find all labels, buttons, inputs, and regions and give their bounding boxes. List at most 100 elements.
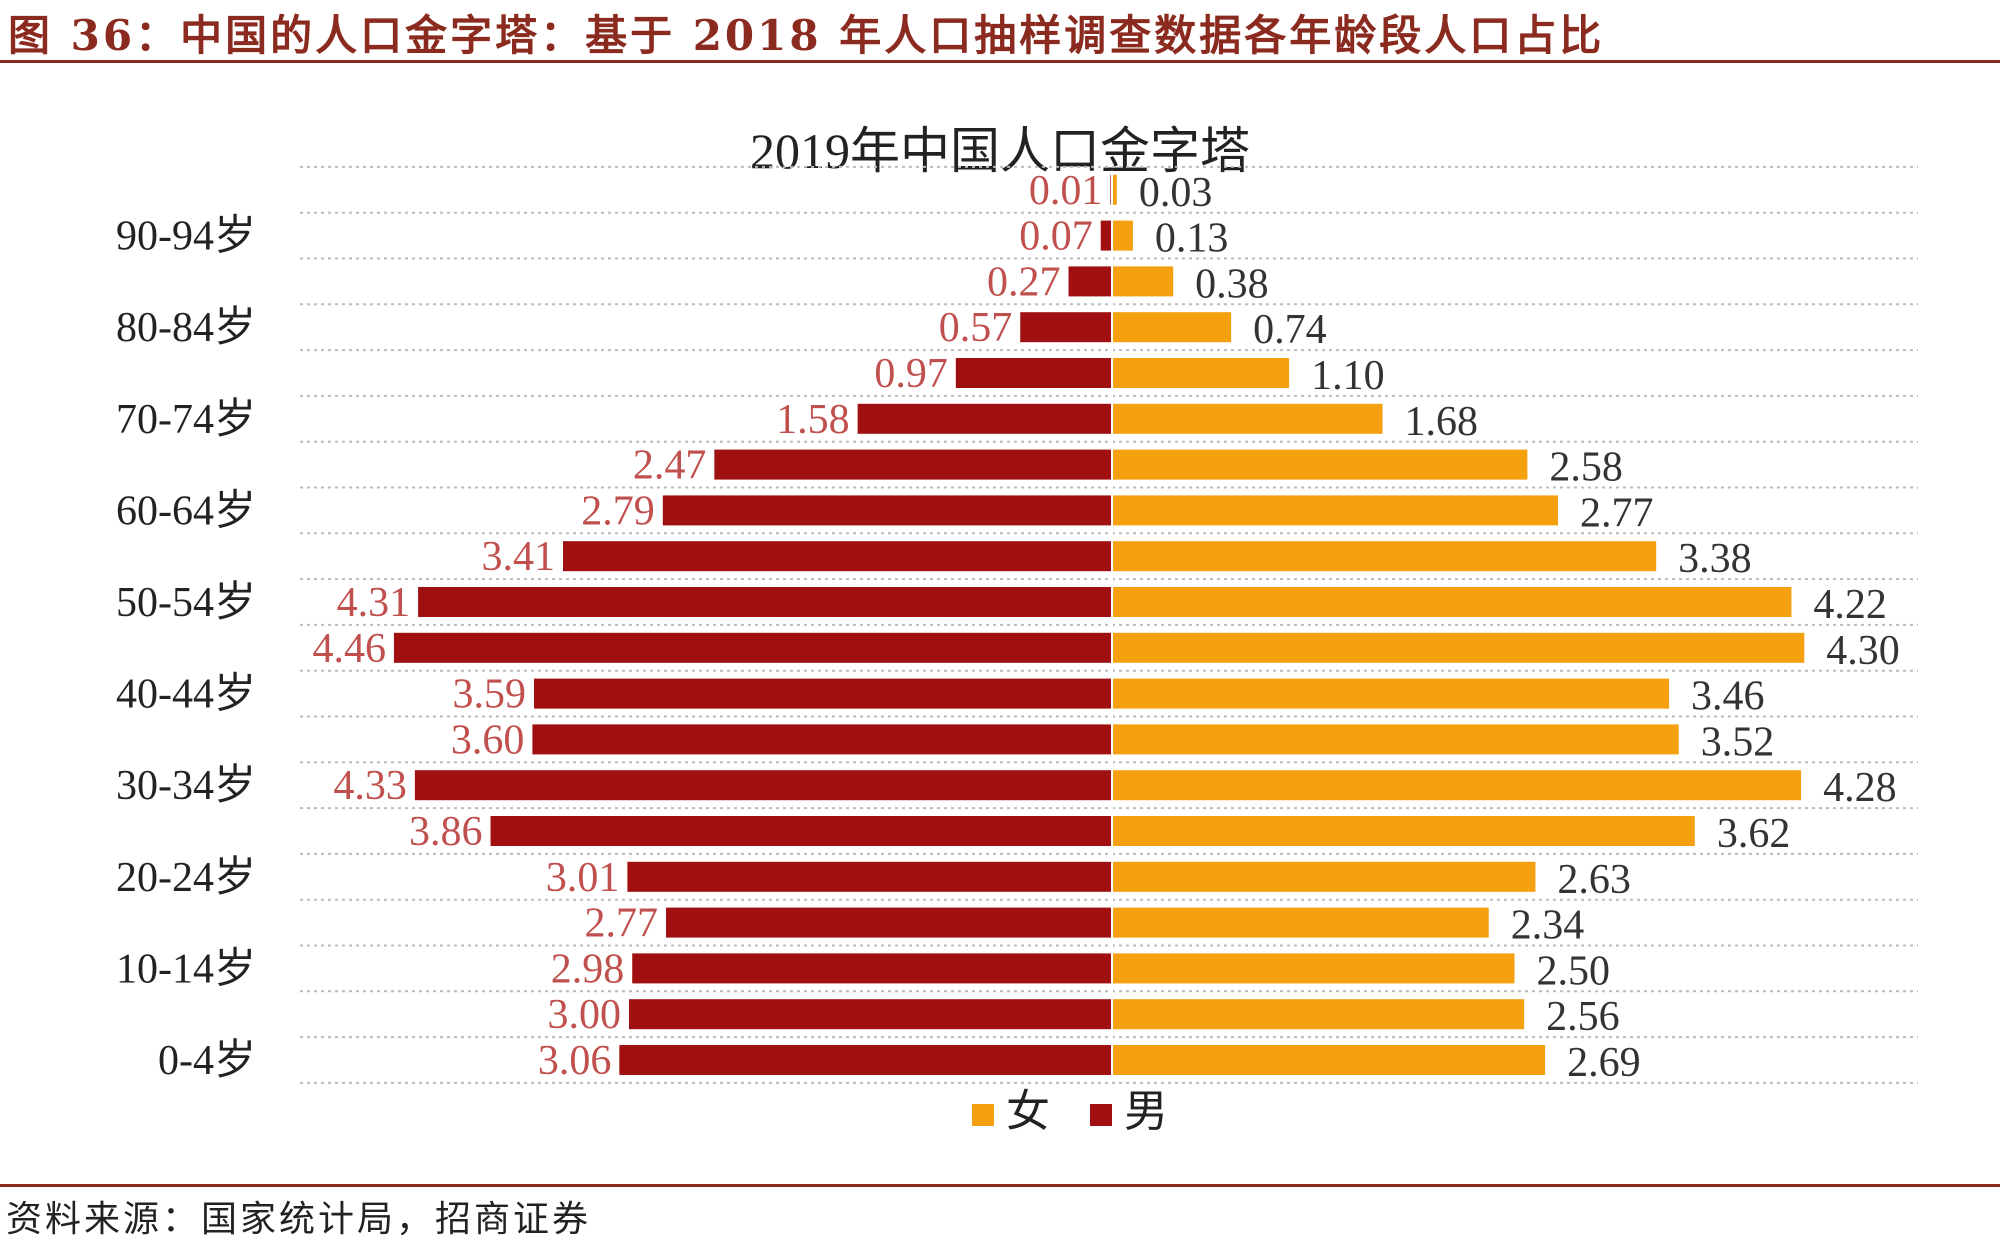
bar-female (1112, 678, 1670, 709)
gridlines (300, 165, 1918, 1084)
label-male: 0.07 (1019, 214, 1093, 260)
header-rule (0, 60, 2000, 63)
label-male: 0.97 (874, 351, 948, 397)
bar-female (1112, 174, 1117, 205)
bar-male (714, 449, 1112, 480)
y-tick-label: 60-64岁 (116, 487, 256, 534)
bar-male (418, 587, 1113, 617)
bar-male (955, 358, 1112, 388)
bar-male (1068, 266, 1112, 297)
bar-male (534, 678, 1112, 709)
bar-male (1020, 312, 1112, 343)
label-male: 0.01 (1029, 168, 1103, 214)
label-male: 1.58 (776, 397, 850, 443)
label-male: 4.31 (337, 580, 411, 626)
y-tick-label: 40-44岁 (116, 671, 256, 718)
bar-female (1112, 861, 1536, 892)
bar-female (1112, 724, 1679, 755)
label-male: 4.33 (333, 763, 407, 809)
bars (393, 174, 1805, 1075)
bar-female (1112, 1045, 1546, 1075)
bar-female (1112, 816, 1695, 846)
bar-male (619, 1045, 1112, 1075)
y-tick-label: 70-74岁 (116, 396, 256, 443)
y-tick-label: 0-4岁 (158, 1037, 256, 1084)
bar-male (414, 770, 1112, 801)
figure-title: 图 36：中国的人口金字塔：基于 2018 年人口抽样调查数据各年龄段人口占比 (8, 11, 1605, 60)
label-female: 2.56 (1546, 994, 1620, 1040)
bar-male (562, 541, 1112, 572)
label-female: 1.68 (1404, 399, 1478, 445)
label-female: 0.13 (1155, 216, 1229, 262)
chart-title: 2019年中国人口金字塔 (750, 123, 1250, 179)
label-male: 3.06 (538, 1038, 612, 1084)
label-female: 0.38 (1195, 261, 1269, 307)
y-tick-label: 90-94岁 (116, 213, 256, 260)
label-male: 2.98 (551, 946, 625, 992)
bar-female (1112, 312, 1232, 343)
bar-male (1100, 220, 1112, 251)
bar-male (629, 999, 1112, 1030)
y-tick-label: 50-54岁 (116, 579, 256, 626)
legend: 女男 (972, 1087, 1168, 1136)
label-female: 0.74 (1253, 307, 1327, 353)
y-tick-label: 80-84岁 (116, 304, 256, 351)
bar-female (1112, 449, 1528, 480)
value-labels: 3.06 2.69 3.00 2.56 2.98 2.50 2.77 2.34 3.01 2.63… (312, 168, 1899, 1086)
bar-female (1112, 495, 1558, 526)
bar-male (627, 861, 1112, 892)
label-female: 2.58 (1549, 445, 1623, 491)
bar-female (1112, 541, 1657, 572)
bar-male (393, 632, 1112, 663)
label-female: 4.22 (1813, 582, 1887, 628)
bar-male (662, 495, 1112, 526)
bar-female (1112, 266, 1174, 297)
label-male: 3.00 (548, 992, 622, 1038)
bar-female (1112, 220, 1133, 251)
bar-female (1112, 953, 1515, 984)
bar-female (1112, 770, 1802, 801)
label-female: 3.52 (1701, 719, 1775, 765)
label-female: 2.69 (1567, 1040, 1641, 1086)
bar-female (1112, 587, 1792, 617)
label-male: 3.59 (453, 672, 527, 718)
label-male: 0.57 (939, 305, 1013, 351)
bar-female (1112, 999, 1525, 1030)
label-male: 2.47 (633, 443, 707, 489)
population-pyramid-chart: 2019年中国人口金字塔 3.06 2.69 3.00 2.56 2.98 2.50 2.7… (116, 123, 1918, 1136)
legend-label: 男 (1124, 1087, 1168, 1136)
bar-female (1112, 403, 1383, 434)
label-female: 4.30 (1826, 628, 1900, 674)
label-female: 1.10 (1311, 353, 1385, 399)
label-female: 4.28 (1823, 765, 1897, 811)
bar-female (1112, 358, 1290, 388)
label-male: 2.77 (585, 901, 659, 947)
label-female: 3.46 (1691, 674, 1765, 720)
label-male: 3.01 (546, 855, 620, 901)
label-female: 2.77 (1580, 490, 1654, 536)
legend-swatch (972, 1104, 994, 1126)
bar-male (666, 907, 1112, 938)
bar-male (532, 724, 1112, 755)
label-male: 2.79 (581, 488, 655, 534)
bar-male (857, 403, 1112, 434)
y-axis-tick-labels: 0-4岁 10-14岁 20-24岁 30-34岁 40-44岁 50-54岁 60-64岁… (116, 213, 256, 1084)
label-female: 3.38 (1678, 536, 1752, 582)
label-female: 2.63 (1557, 857, 1631, 903)
label-male: 3.41 (481, 534, 555, 580)
legend-swatch (1090, 1104, 1112, 1126)
bar-male (490, 816, 1112, 846)
label-male: 3.86 (409, 809, 483, 855)
label-male: 3.60 (451, 717, 525, 763)
label-female: 3.62 (1717, 811, 1791, 857)
footer-rule (0, 1184, 2000, 1187)
legend-label: 女 (1006, 1087, 1050, 1136)
label-male: 4.46 (312, 626, 386, 672)
y-tick-label: 10-14岁 (116, 945, 256, 992)
bar-female (1112, 632, 1805, 663)
label-male: 0.27 (987, 259, 1061, 305)
bar-female (1112, 907, 1489, 938)
label-female: 2.50 (1537, 948, 1611, 994)
label-female: 0.03 (1139, 170, 1213, 216)
y-tick-label: 30-34岁 (116, 762, 256, 809)
